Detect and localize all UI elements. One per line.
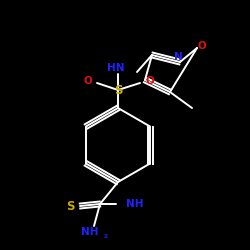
Text: ₂: ₂ xyxy=(104,232,108,240)
Text: NH: NH xyxy=(126,199,144,209)
Text: S: S xyxy=(66,200,74,212)
Text: N: N xyxy=(174,52,182,62)
Text: O: O xyxy=(198,41,206,51)
Text: O: O xyxy=(145,76,154,86)
Text: O: O xyxy=(83,76,92,86)
Text: NH: NH xyxy=(81,227,99,237)
Text: S: S xyxy=(114,84,122,96)
Text: HN: HN xyxy=(108,63,125,73)
